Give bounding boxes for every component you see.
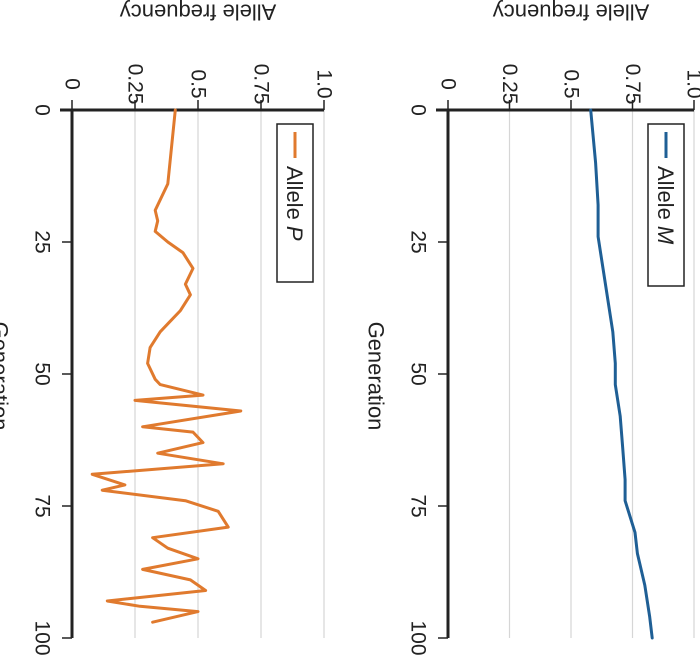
- x-tick-label: 75: [407, 494, 430, 517]
- x-tick-label: 0: [31, 104, 54, 116]
- x-tick-label: 25: [31, 230, 54, 253]
- y-tick-label: 0: [61, 78, 84, 90]
- legend: Allele P: [276, 123, 314, 283]
- x-tick-label: 100: [407, 620, 430, 655]
- x-tick-label: 100: [31, 620, 54, 655]
- x-tick-label: 75: [31, 494, 54, 517]
- legend-label: Allele M: [654, 166, 679, 245]
- x-tick-label: 0: [407, 104, 430, 116]
- legend-label: Allele P: [283, 166, 308, 241]
- y-axis-title: Allele frequency: [120, 0, 277, 25]
- y-tick-label: 0.25: [498, 64, 521, 105]
- series-line: [589, 108, 654, 640]
- y-tick-label: 0: [437, 78, 460, 90]
- y-tick-label: 0.5: [187, 69, 210, 98]
- chart-panel-2: 0 0.25 0.5 0.75 1.0 0 25 50 75 100 Allele frequenc…: [0, 0, 336, 656]
- x-tick-label: 25: [407, 230, 430, 253]
- x-axis-title: Generation: [364, 322, 389, 431]
- series-line: [90, 108, 243, 624]
- x-tick-label: 50: [31, 362, 54, 385]
- chart-panel-1: 0 0.25 0.5 0.75 1.0 0 25 50 75 100 Allele frequenc…: [364, 0, 700, 656]
- y-tick-label: 0.75: [250, 64, 273, 105]
- legend: Allele M: [647, 123, 685, 287]
- y-tick-label: 0.5: [560, 69, 583, 98]
- y-tick-label: 0.75: [621, 64, 644, 105]
- y-tick-label: 1.0: [683, 69, 700, 98]
- y-tick-label: 1.0: [313, 69, 336, 98]
- y-axis-title: Allele frequency: [493, 0, 650, 25]
- x-tick-label: 50: [407, 362, 430, 385]
- y-tick-label: 0.25: [124, 64, 147, 105]
- x-axis-title: Generation: [0, 322, 13, 431]
